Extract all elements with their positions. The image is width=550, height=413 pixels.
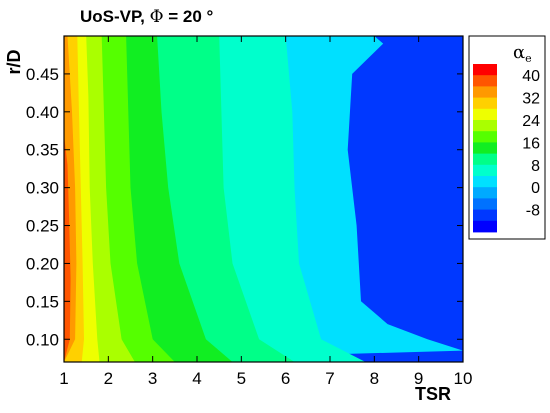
x-tick-label: 1 <box>59 369 68 388</box>
x-tick-label: 6 <box>281 369 290 388</box>
legend-swatch <box>473 86 497 98</box>
y-tick-label: 0.25 <box>26 217 59 236</box>
legend-title-symbol: α <box>513 42 525 63</box>
legend-swatch <box>473 97 497 110</box>
legend-swatch <box>473 120 497 132</box>
legend-label: 8 <box>531 158 540 175</box>
x-axis: 1 2 3 4 5 6 7 8 9 10 <box>59 36 472 388</box>
contour-band-40 <box>64 36 71 362</box>
legend-colorbar <box>473 64 497 233</box>
title-main: UoS-VP, <box>80 7 150 26</box>
legend-swatch <box>473 176 497 188</box>
y-tick-label: 0.40 <box>26 103 59 122</box>
x-tick-label: 4 <box>192 369 201 388</box>
legend-swatch <box>473 220 497 233</box>
x-tick-label: 9 <box>414 369 423 388</box>
x-tick-label: 10 <box>454 369 473 388</box>
legend-swatch <box>473 198 497 210</box>
legend-label: 24 <box>522 113 540 130</box>
legend-swatch <box>473 75 497 87</box>
y-tick-label: 0.35 <box>26 141 59 160</box>
x-tick-label: 3 <box>148 369 157 388</box>
legend-label: 32 <box>522 91 540 108</box>
plot-frame <box>63 35 464 363</box>
legend-swatch <box>473 153 497 166</box>
y-tick-label: 0.30 <box>26 179 59 198</box>
x-axis-label: TSR <box>415 384 451 404</box>
chart-title: UoS-VP, Φ = 20 ° <box>80 7 214 27</box>
legend-swatch <box>473 142 497 154</box>
legend-labels: 40 32 24 16 8 0 -8 <box>522 68 540 219</box>
legend-swatch <box>473 187 497 199</box>
legend-swatch <box>473 64 497 76</box>
x-tick-label: 7 <box>325 369 334 388</box>
svg-text:UoS-VP, Φ = 20 °: UoS-VP, Φ = 20 ° <box>80 7 214 27</box>
y-tick-label: 0.15 <box>26 292 59 311</box>
x-tick-label: 8 <box>370 369 379 388</box>
legend: αe 40 32 24 16 8 0 -8 <box>468 35 546 240</box>
legend-label: 16 <box>522 135 540 152</box>
x-tick-label: 2 <box>104 369 113 388</box>
legend-swatch <box>473 131 497 143</box>
y-axis-label: r/D <box>4 49 24 74</box>
title-phi-symbol: Φ <box>150 7 164 27</box>
x-tick-label: 5 <box>237 369 246 388</box>
legend-swatch <box>473 164 497 177</box>
contour-fill <box>64 36 463 362</box>
legend-label: 40 <box>522 68 540 85</box>
legend-swatch <box>473 108 497 121</box>
legend-title: αe <box>513 42 532 65</box>
y-axis: 0.10 0.15 0.20 0.25 0.30 0.35 0.40 0.45 <box>26 65 463 349</box>
legend-label: -8 <box>526 203 540 220</box>
legend-title-subscript: e <box>525 52 532 65</box>
y-tick-label: 0.45 <box>26 65 59 84</box>
title-rest: = 20 ° <box>164 7 214 26</box>
y-tick-label: 0.10 <box>26 330 59 349</box>
legend-swatch <box>473 209 497 222</box>
y-tick-label: 0.20 <box>26 254 59 273</box>
legend-label: 0 <box>531 180 540 197</box>
